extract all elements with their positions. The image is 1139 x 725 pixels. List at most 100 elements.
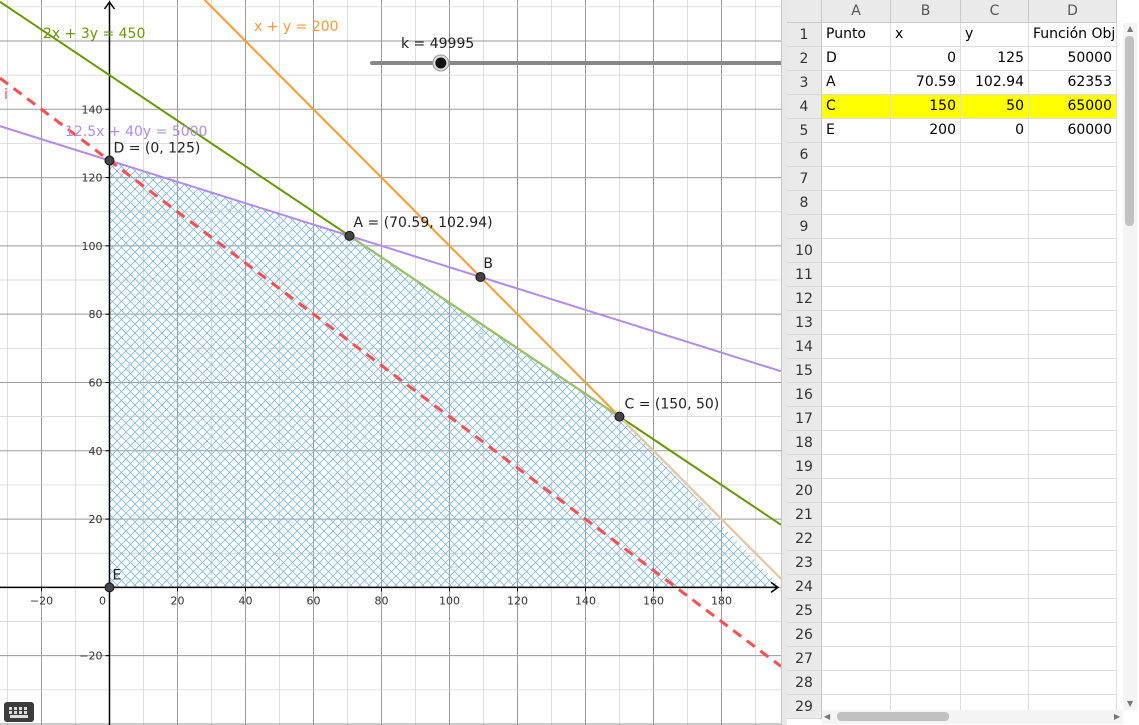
point-e[interactable] <box>104 582 115 593</box>
sheet-cell[interactable] <box>1029 647 1117 671</box>
sheet-cell[interactable] <box>822 407 891 431</box>
column-header-d[interactable]: D <box>1029 0 1117 23</box>
sheet-cell[interactable]: 102.94 <box>961 71 1029 95</box>
sheet-cell[interactable] <box>891 455 961 479</box>
sheet-cell[interactable] <box>822 215 891 239</box>
sheet-cell[interactable] <box>891 407 961 431</box>
sheet-cell[interactable]: 0 <box>961 119 1029 143</box>
row-header[interactable]: 21 <box>787 503 822 527</box>
sheet-cell[interactable] <box>1029 263 1117 287</box>
sheet-cell[interactable] <box>822 335 891 359</box>
column-header-c[interactable]: C <box>961 0 1029 23</box>
sheet-cell[interactable] <box>1029 239 1117 263</box>
keyboard-icon[interactable] <box>4 702 34 722</box>
sheet-cell[interactable] <box>961 671 1029 695</box>
sheet-cell[interactable] <box>961 455 1029 479</box>
sheet-cell[interactable] <box>1029 287 1117 311</box>
sheet-cell[interactable] <box>891 239 961 263</box>
sheet-cell[interactable] <box>961 215 1029 239</box>
sheet-cell[interactable] <box>1029 359 1117 383</box>
sheet-cell[interactable] <box>822 623 891 647</box>
sheet-cell[interactable] <box>1029 191 1117 215</box>
sheet-cell[interactable] <box>1029 167 1117 191</box>
sheet-cell[interactable] <box>1029 527 1117 551</box>
sheet-cell[interactable] <box>891 479 961 503</box>
sheet-cell[interactable] <box>1029 215 1117 239</box>
segment-a[interactable] <box>348 234 621 418</box>
sheet-cell[interactable]: 0 <box>891 47 961 71</box>
row-header[interactable]: 18 <box>787 431 822 455</box>
sheet-cell[interactable] <box>822 287 891 311</box>
row-header[interactable]: 11 <box>787 263 822 287</box>
sheet-cell[interactable] <box>1029 431 1117 455</box>
sheet-cell[interactable]: A <box>822 71 891 95</box>
sheet-cell[interactable] <box>1029 383 1117 407</box>
row-header[interactable]: 22 <box>787 527 822 551</box>
sheet-cell[interactable] <box>891 647 961 671</box>
sheet-cell[interactable]: 125 <box>961 47 1029 71</box>
graphics-view[interactable]: −20 0 20 40 60 80 100 120 140 160 180 140 120 100 80 60… <box>0 0 781 725</box>
sheet-cell[interactable] <box>822 359 891 383</box>
sheet-cell[interactable]: 200 <box>891 119 961 143</box>
row-header[interactable]: 8 <box>787 191 822 215</box>
sheet-cell[interactable] <box>822 191 891 215</box>
k-slider[interactable]: k = 49995 <box>370 36 781 72</box>
point-b[interactable] <box>475 271 486 282</box>
row-header[interactable]: 4 <box>787 95 822 119</box>
sheet-cell[interactable] <box>822 431 891 455</box>
sheet-cell[interactable] <box>891 599 961 623</box>
horizontal-scroll-thumb[interactable] <box>837 712 949 721</box>
sheet-cell[interactable] <box>961 167 1029 191</box>
column-header-a[interactable]: A <box>822 0 891 23</box>
sheet-cell[interactable] <box>822 383 891 407</box>
row-header[interactable]: 7 <box>787 167 822 191</box>
scroll-right-arrow-icon[interactable]: ▶ <box>1114 712 1121 721</box>
sheet-cell[interactable]: Función Objetivo <box>1029 23 1117 47</box>
point-a[interactable] <box>344 230 355 241</box>
sheet-cell[interactable] <box>961 263 1029 287</box>
sheet-cell[interactable] <box>961 335 1029 359</box>
sheet-cell[interactable]: 62353 <box>1029 71 1117 95</box>
sheet-cell[interactable] <box>822 503 891 527</box>
sheet-cell[interactable] <box>822 671 891 695</box>
line-12-5x-40y-5000[interactable] <box>0 125 781 373</box>
sheet-cell[interactable] <box>822 263 891 287</box>
sheet-cell[interactable] <box>1029 479 1117 503</box>
sheet-cell[interactable]: 50000 <box>1029 47 1117 71</box>
row-header[interactable]: 19 <box>787 455 822 479</box>
sheet-cell[interactable] <box>891 335 961 359</box>
sheet-cell[interactable] <box>961 287 1029 311</box>
sheet-cell[interactable] <box>891 359 961 383</box>
objective-line-i[interactable] <box>0 76 781 668</box>
sheet-cell[interactable] <box>1029 623 1117 647</box>
sheet-cell[interactable] <box>1029 599 1117 623</box>
sheet-cell[interactable] <box>822 239 891 263</box>
constraint-lines[interactable] <box>0 0 781 668</box>
row-header[interactable]: 26 <box>787 623 822 647</box>
slider-handle[interactable] <box>435 57 447 69</box>
sheet-cell[interactable] <box>822 551 891 575</box>
sheet-cell[interactable] <box>961 359 1029 383</box>
sheet-cell[interactable] <box>891 575 961 599</box>
sheet-cell[interactable] <box>1029 575 1117 599</box>
view-divider[interactable] <box>781 0 787 725</box>
sheet-cell[interactable] <box>822 527 891 551</box>
sheet-cell[interactable] <box>891 431 961 455</box>
sheet-cell[interactable] <box>961 143 1029 167</box>
row-header[interactable]: 29 <box>787 695 822 719</box>
sheet-cell[interactable] <box>961 407 1029 431</box>
row-header[interactable]: 9 <box>787 215 822 239</box>
scroll-up-arrow-icon[interactable]: ▲ <box>1127 24 1134 33</box>
sheet-cell[interactable]: E <box>822 119 891 143</box>
sheet-cell[interactable] <box>961 575 1029 599</box>
point-d[interactable] <box>104 155 115 166</box>
sheet-cell[interactable] <box>961 599 1029 623</box>
sheet-corner[interactable] <box>787 0 822 23</box>
row-header[interactable]: 6 <box>787 143 822 167</box>
row-header[interactable]: 2 <box>787 47 822 71</box>
sheet-cell[interactable] <box>1029 143 1117 167</box>
sheet-cell[interactable]: 150 <box>891 95 961 119</box>
row-header[interactable]: 25 <box>787 599 822 623</box>
sheet-cell[interactable] <box>961 647 1029 671</box>
